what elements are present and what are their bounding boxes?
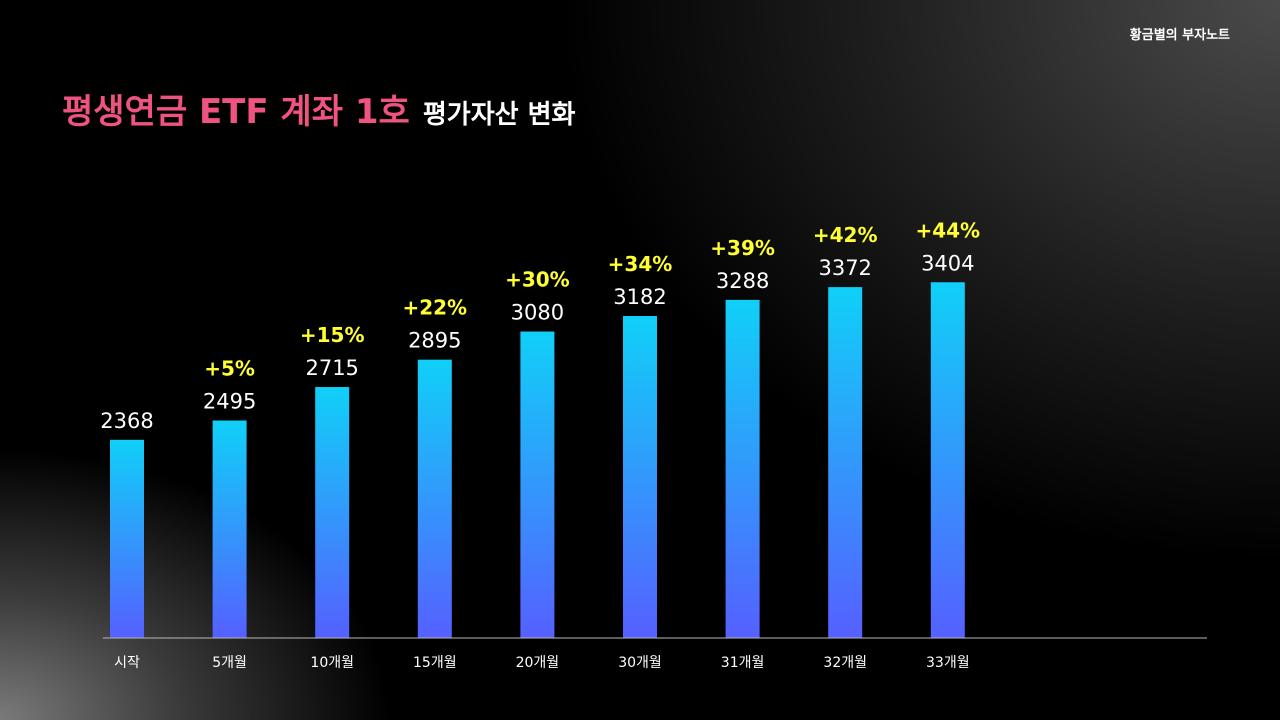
category-label-2: 10개월 — [310, 655, 354, 671]
bar-1 — [212, 420, 247, 638]
category-label-3: 15개월 — [413, 655, 457, 671]
title-sub: 평가자산 변화 — [422, 100, 576, 130]
category-label-0: 시작 — [114, 655, 140, 671]
value-label-3: 2895 — [408, 329, 461, 353]
value-label-2: 2715 — [305, 356, 358, 380]
category-label-5: 30개월 — [618, 655, 662, 671]
growth-label-6: +39% — [710, 236, 775, 260]
value-label-0: 2368 — [100, 409, 153, 433]
category-label-1: 5개월 — [212, 655, 247, 671]
brand-label: 황금별의 부자노트 — [1129, 28, 1230, 43]
bar-5 — [623, 316, 657, 638]
bar-0 — [110, 439, 144, 638]
page-title: 평생연금 ETF 계좌 1호 평가자산 변화 — [62, 84, 575, 133]
value-label-6: 3288 — [716, 269, 769, 293]
bar-2 — [315, 387, 350, 638]
bar-3 — [417, 359, 452, 638]
bar-6 — [725, 299, 760, 638]
growth-label-1: +5% — [204, 357, 255, 381]
value-label-7: 3372 — [818, 256, 871, 280]
bar-4 — [520, 331, 555, 638]
category-label-4: 20개월 — [516, 655, 560, 671]
growth-label-2: +15% — [300, 323, 365, 347]
growth-label-8: +44% — [915, 218, 980, 242]
growth-label-5: +34% — [608, 252, 673, 276]
growth-label-3: +22% — [402, 296, 467, 320]
value-label-8: 3404 — [921, 251, 974, 275]
growth-label-4: +30% — [505, 268, 570, 292]
bar-8 — [930, 282, 965, 638]
growth-label-7: +42% — [813, 223, 878, 247]
category-label-6: 31개월 — [721, 655, 765, 671]
bar-7 — [828, 287, 863, 638]
category-label-8: 33개월 — [926, 655, 970, 671]
category-label-7: 32개월 — [823, 655, 867, 671]
value-label-1: 2495 — [203, 390, 256, 414]
value-label-5: 3182 — [613, 285, 666, 309]
value-label-4: 3080 — [511, 301, 564, 325]
title-main: 평생연금 ETF 계좌 1호 — [62, 92, 410, 132]
